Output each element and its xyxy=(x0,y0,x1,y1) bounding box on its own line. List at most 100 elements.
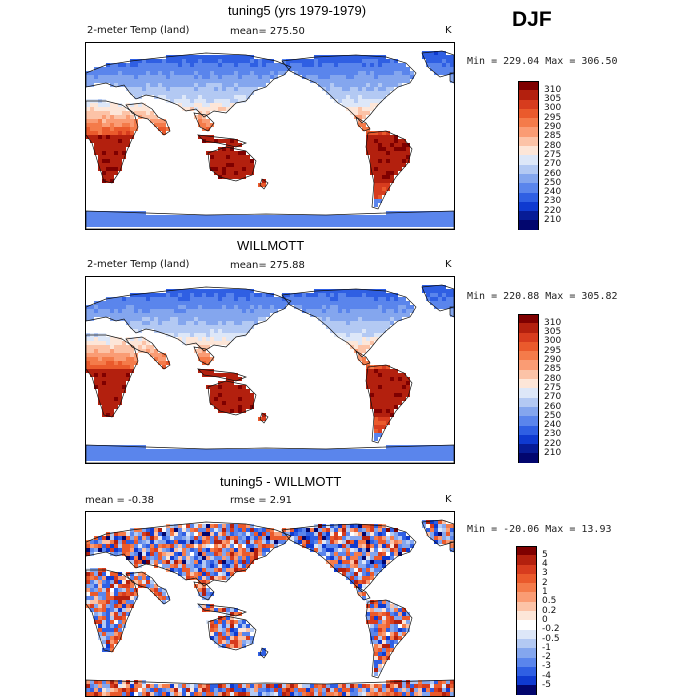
map-cell xyxy=(170,305,174,309)
map-cell xyxy=(118,167,122,171)
map-cell xyxy=(342,329,346,333)
map-cell xyxy=(114,103,118,107)
map-cell xyxy=(378,175,382,179)
map-cell xyxy=(98,147,102,151)
map-cell xyxy=(426,211,430,215)
map-cell xyxy=(278,692,282,696)
map-cell xyxy=(342,317,346,321)
map-cell xyxy=(246,540,250,544)
map-cell xyxy=(298,219,302,223)
map-cell xyxy=(158,325,162,329)
map-cell xyxy=(370,393,374,397)
map-cell xyxy=(102,616,106,620)
map-cell xyxy=(234,301,238,305)
map-cell xyxy=(450,536,454,540)
map-cell xyxy=(294,215,298,219)
map-cell xyxy=(114,71,118,75)
map-cell xyxy=(370,305,374,309)
map-cell xyxy=(314,71,318,75)
map-cell xyxy=(322,457,326,461)
map-cell xyxy=(222,139,226,143)
map-cell xyxy=(334,536,338,540)
map-cell xyxy=(370,604,374,608)
map-cell xyxy=(162,59,166,63)
map-cell xyxy=(190,219,194,223)
map-cell xyxy=(130,75,134,79)
map-cell xyxy=(90,544,94,548)
map-cell xyxy=(350,317,354,321)
map-cell xyxy=(310,688,314,692)
map-cell xyxy=(210,87,214,91)
map-cell xyxy=(306,71,310,75)
map-cell xyxy=(442,297,446,301)
map-cell xyxy=(254,528,258,532)
map-cell xyxy=(182,325,186,329)
map-cell xyxy=(182,524,186,528)
map-cell xyxy=(138,345,142,349)
map-cell xyxy=(302,692,306,696)
map-cell xyxy=(370,301,374,305)
map-cell xyxy=(86,596,90,600)
map-cell xyxy=(182,79,186,83)
map-cell xyxy=(434,457,438,461)
map-cell xyxy=(134,457,138,461)
map-cell xyxy=(158,540,162,544)
coastline-uk xyxy=(449,541,454,553)
map-cell xyxy=(326,301,330,305)
map-cell xyxy=(122,692,126,696)
map-cell xyxy=(90,576,94,580)
map-cell xyxy=(222,219,226,223)
map-cell xyxy=(102,604,106,608)
map-cell xyxy=(234,333,238,337)
map-cell xyxy=(414,453,418,457)
map-cell xyxy=(126,544,130,548)
map-cell xyxy=(170,684,174,688)
map-cell xyxy=(362,536,366,540)
map-cell xyxy=(378,305,382,309)
map-cell xyxy=(186,71,190,75)
map-cell xyxy=(114,620,118,624)
map-cell xyxy=(126,365,130,369)
map-cell xyxy=(166,692,170,696)
map-cell xyxy=(438,289,442,293)
map-cell xyxy=(110,361,114,365)
map-cell xyxy=(406,548,410,552)
map-cell xyxy=(86,219,90,223)
map-cell xyxy=(322,223,326,227)
map-cell xyxy=(126,313,130,317)
map-cell xyxy=(354,576,358,580)
map-cell xyxy=(110,397,114,401)
map-cell xyxy=(186,67,190,71)
map-cell xyxy=(390,373,394,377)
map-cell xyxy=(98,107,102,111)
map-cell xyxy=(178,55,182,59)
map-cell xyxy=(262,536,266,540)
map-cell xyxy=(338,560,342,564)
map-cell xyxy=(398,624,402,628)
map-cell xyxy=(366,317,370,321)
map-cell xyxy=(230,560,234,564)
map-cell xyxy=(210,79,214,83)
map-cell xyxy=(414,684,418,688)
map-cell xyxy=(390,389,394,393)
map-cell xyxy=(386,79,390,83)
map-cell xyxy=(198,75,202,79)
map-cell xyxy=(230,309,234,313)
map-cell xyxy=(222,55,226,59)
map-cell xyxy=(90,71,94,75)
map-cell xyxy=(170,688,174,692)
map-cell xyxy=(406,612,410,616)
map-cell xyxy=(362,544,366,548)
map-cell xyxy=(110,648,114,652)
map-cell xyxy=(210,297,214,301)
map-cell xyxy=(194,544,198,548)
map-cell xyxy=(90,337,94,341)
map-cell xyxy=(390,393,394,397)
map-cell xyxy=(450,79,454,83)
map-cell xyxy=(142,317,146,321)
map-cell xyxy=(130,301,134,305)
colorbar-swatch xyxy=(516,666,537,677)
map-cell xyxy=(106,453,110,457)
map-cell xyxy=(362,107,366,111)
map-cell xyxy=(350,293,354,297)
